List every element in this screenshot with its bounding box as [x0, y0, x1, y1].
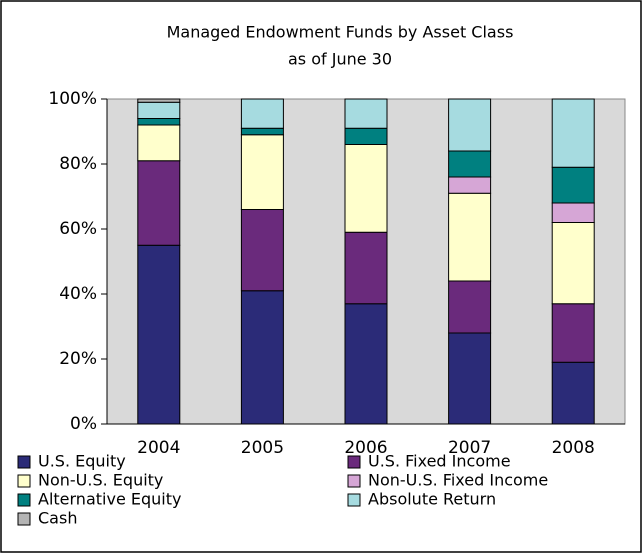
bar-segment: [137, 98, 181, 103]
bar-segment: [551, 202, 595, 223]
legend-swatch: [17, 493, 31, 507]
bar-segment: [448, 192, 492, 282]
bar-segment: [240, 127, 284, 136]
y-tick-label: 40%: [59, 284, 97, 304]
legend-swatch: [347, 474, 361, 488]
bar-segment: [448, 150, 492, 178]
bar-segment: [448, 332, 492, 425]
legend-label: Non-U.S. Fixed Income: [368, 471, 548, 490]
bar-segment: [551, 222, 595, 305]
bar-segment: [448, 98, 492, 152]
legend-label: Absolute Return: [368, 490, 496, 509]
bar-segment: [448, 280, 492, 334]
x-tick-label: 2007: [448, 438, 491, 458]
bar-segment: [240, 209, 284, 292]
bar-segment: [344, 98, 388, 129]
bar-segment: [137, 244, 181, 425]
legend-label: Alternative Equity: [38, 490, 181, 509]
bar-segment: [344, 144, 388, 233]
y-tick-label: 60%: [59, 219, 97, 239]
y-tick-label: 100%: [48, 89, 97, 109]
legend-swatch: [17, 474, 31, 488]
chart-title: Managed Endowment Funds by Asset Class: [167, 23, 514, 42]
bar-segment: [551, 98, 595, 168]
bar-segment: [240, 98, 284, 129]
legend-label: U.S. Fixed Income: [368, 452, 511, 471]
y-tick-label: 20%: [59, 349, 97, 369]
bar-segment: [240, 290, 284, 425]
legend-label: U.S. Equity: [38, 452, 126, 471]
legend-swatch: [347, 455, 361, 469]
bar-segment: [448, 176, 492, 194]
bar-segment: [137, 160, 181, 246]
legend-swatch: [347, 493, 361, 507]
x-tick-label: 2006: [344, 438, 387, 458]
legend-label: Non-U.S. Equity: [38, 471, 163, 490]
bar-segment: [137, 118, 181, 126]
bar-segment: [551, 166, 595, 204]
bar-segment: [344, 127, 388, 145]
x-tick-label: 2008: [552, 438, 595, 458]
bar-segment: [137, 101, 181, 119]
y-tick-label: 0%: [70, 414, 97, 434]
bar-segment: [240, 134, 284, 210]
x-tick-label: 2005: [241, 438, 284, 458]
legend-swatch: [17, 512, 31, 526]
legend-label: Cash: [38, 509, 77, 528]
bar-segment: [551, 361, 595, 425]
chart-subtitle: as of June 30: [288, 50, 392, 69]
x-tick-label: 2004: [137, 438, 180, 458]
bar-segment: [137, 124, 181, 162]
legend-swatch: [17, 455, 31, 469]
bar-segment: [551, 303, 595, 363]
bar-segment: [344, 303, 388, 425]
bar-segment: [344, 231, 388, 305]
y-tick-label: 80%: [59, 154, 97, 174]
